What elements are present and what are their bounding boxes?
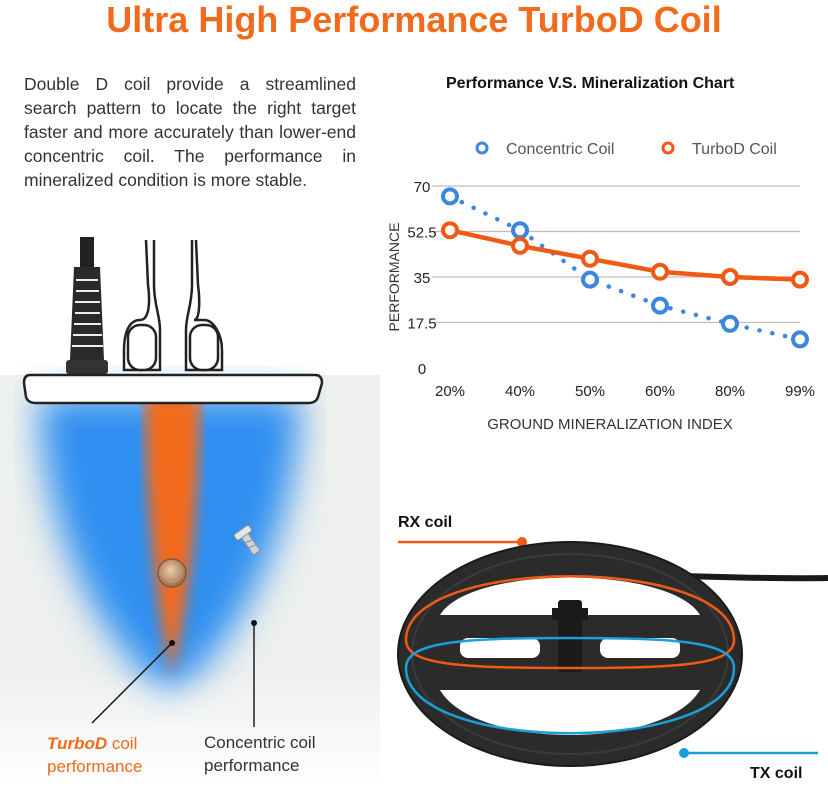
data-point xyxy=(651,262,669,281)
data-point xyxy=(721,314,739,333)
coil-window-bottom xyxy=(440,690,700,735)
x-axis-label: GROUND MINERALIZATION INDEX xyxy=(487,416,733,433)
data-point xyxy=(791,270,809,289)
chart-title: Performance V.S. Mineralization Chart xyxy=(446,75,735,92)
data-point xyxy=(651,296,669,315)
tx-coil-loop xyxy=(404,636,736,735)
rx-coil-loop xyxy=(404,575,736,670)
data-point xyxy=(791,330,809,349)
x-tick-label: 99% xyxy=(785,383,815,400)
y-axis-label: PERFORMANCE xyxy=(386,223,402,332)
data-point xyxy=(441,221,459,240)
coin-icon xyxy=(157,558,187,588)
turbod-performance-label: TurboD coil performance xyxy=(47,734,143,776)
y-tick-label: 52.5 xyxy=(407,225,436,242)
legend-marker xyxy=(661,141,675,155)
data-point xyxy=(511,221,529,240)
intro-paragraph: Double D coil provide a streamlined sear… xyxy=(24,74,356,190)
y-tick-label: 70 xyxy=(414,179,431,196)
rx-coil-label: RX coil xyxy=(398,514,452,531)
pointer-lines xyxy=(91,623,255,727)
y-tick-label: 17.5 xyxy=(407,316,436,333)
x-tick-label: 80% xyxy=(715,383,745,400)
coil-window-top xyxy=(440,577,700,615)
detection-field-illustration xyxy=(0,237,380,788)
x-tick-label: 60% xyxy=(645,383,675,400)
coil-diagram: RX coil TX coil xyxy=(397,514,828,782)
data-point xyxy=(581,249,599,268)
coil-plate xyxy=(22,373,324,405)
x-tick-label: 20% xyxy=(435,383,465,400)
data-point xyxy=(581,270,599,289)
data-point xyxy=(721,268,739,286)
performance-chart: 0 17.5 35 52.5 70 20% 40% 50% 60% 80% 99% GROUND MI… xyxy=(386,141,815,433)
screw-icon xyxy=(233,525,261,556)
legend-label: TurboD Coil xyxy=(692,141,777,158)
legend-label: Concentric Coil xyxy=(506,141,614,158)
series-line-1 xyxy=(447,227,803,282)
y-tick-label: 0 xyxy=(418,361,426,378)
data-point xyxy=(511,236,529,255)
data-point xyxy=(441,187,459,206)
tx-coil-label: TX coil xyxy=(750,765,802,782)
y-tick-label: 35 xyxy=(414,270,431,287)
coil-mount-icon xyxy=(122,239,224,372)
concentric-performance-label: Concentric coil performance xyxy=(204,733,316,775)
legend-marker xyxy=(475,141,489,155)
coil-cable-icon xyxy=(66,237,108,374)
page-title: Ultra High Performance TurboD Coil xyxy=(106,0,722,40)
series-line-0 xyxy=(447,194,803,342)
x-tick-label: 50% xyxy=(575,383,605,400)
x-tick-label: 40% xyxy=(505,383,535,400)
